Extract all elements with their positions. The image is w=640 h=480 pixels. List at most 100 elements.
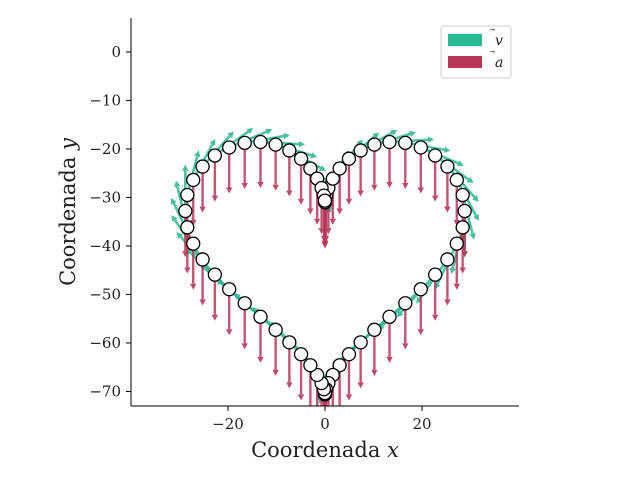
legend-swatch-acceleration [448, 56, 482, 68]
velocity-arrow-head [416, 296, 423, 304]
position-marker [180, 220, 195, 235]
velocity-arrow-head [182, 164, 189, 171]
position-marker [268, 137, 283, 152]
position-marker [282, 143, 297, 158]
position-marker [195, 252, 210, 267]
acceleration-arrow-head [453, 220, 460, 227]
velocity-arrow-head [194, 150, 201, 157]
position-marker [253, 309, 268, 324]
position-marker [325, 171, 340, 186]
acceleration-arrow-head [431, 314, 439, 321]
position-marker [353, 335, 368, 350]
acceleration-arrow-head [330, 415, 336, 421]
velocity-arrow-head [409, 130, 416, 138]
position-marker [207, 148, 223, 163]
y-tick-label: −70 [89, 382, 121, 400]
position-marker [237, 135, 252, 151]
acceleration-arrow-head [357, 382, 364, 389]
velocity-arrow-head [171, 215, 178, 222]
acceleration-arrow-head [241, 182, 248, 189]
x-ticks: −20 0 20 [212, 406, 432, 433]
position-marker [180, 187, 195, 203]
acceleration-arrow-head [272, 369, 279, 376]
acceleration-arrow-head [444, 299, 451, 306]
position-marker [413, 140, 428, 155]
position-markers [178, 134, 472, 402]
acceleration-arrow-head [190, 283, 197, 290]
velocity-arrow-head [246, 128, 254, 135]
position-marker [222, 282, 237, 297]
position-marker [440, 159, 455, 174]
position-marker [253, 134, 268, 150]
position-marker [310, 367, 325, 383]
position-marker [427, 267, 443, 282]
position-marker [341, 347, 357, 362]
velocity-arrow-head [469, 233, 476, 240]
velocity-arrow-head [176, 232, 183, 239]
acceleration-arrow-head [357, 190, 364, 197]
position-marker [222, 140, 237, 155]
position-marker [341, 151, 357, 166]
position-marker [440, 252, 455, 267]
acceleration-arrow-head [272, 184, 279, 191]
acceleration-arrow-head [417, 329, 425, 336]
acceleration-arrow-head [329, 218, 337, 225]
legend-swatch-velocity [448, 34, 482, 46]
position-marker [413, 282, 428, 297]
velocity-arrow-head [310, 152, 318, 159]
acceleration-arrow-head [371, 369, 378, 376]
position-marker [353, 143, 368, 158]
position-marker [186, 172, 201, 188]
acceleration-arrow-head [459, 267, 466, 274]
x-axis-label: Coordenada x [251, 438, 399, 462]
position-marker [427, 148, 443, 163]
velocity-arrow-head [298, 141, 305, 148]
position-marker [293, 347, 309, 362]
position-marker [382, 134, 397, 150]
acceleration-arrow-head [417, 187, 425, 194]
position-marker [367, 322, 382, 337]
position-marker [207, 267, 223, 282]
x-tick-label: 20 [412, 415, 431, 433]
position-marker [237, 296, 252, 311]
acceleration-arrow-head [313, 218, 321, 225]
position-marker [398, 135, 413, 151]
position-marker [186, 236, 201, 251]
acceleration-arrow-head [184, 235, 191, 242]
acceleration-arrow-head [211, 314, 219, 321]
legend-label-velocity: v [495, 33, 503, 49]
acceleration-arrow-head [386, 356, 393, 363]
velocity-arrow-head [319, 165, 326, 171]
y-tick-label: −30 [89, 188, 121, 206]
velocity-arrow-head [457, 160, 464, 167]
acceleration-arrow-head [257, 182, 264, 189]
y-tick-label: −10 [89, 91, 121, 109]
position-marker [332, 358, 347, 373]
x-tick-label: −20 [212, 415, 244, 433]
velocity-arrow-head [283, 132, 290, 140]
position-marker [317, 193, 333, 208]
position-marker [303, 358, 318, 373]
velocity-arrow-head [466, 176, 474, 183]
velocity-arrow-head [170, 197, 177, 205]
position-marker [293, 151, 309, 166]
position-marker [195, 159, 210, 174]
acceleration-arrow-head [321, 240, 329, 247]
plot-area [170, 128, 479, 421]
acceleration-arrow-head [386, 182, 393, 189]
velocity-arrow-head [443, 146, 451, 153]
acceleration-arrow-head [199, 299, 206, 306]
acceleration-arrow-head [241, 343, 248, 350]
position-marker [367, 137, 382, 152]
position-marker [178, 203, 193, 219]
velocity-arrow-head [372, 132, 380, 139]
acceleration-arrow-head [444, 206, 451, 213]
y-ticks: 0 −10 −20 −30 −40 −50 −60 −70 [89, 43, 131, 400]
acceleration-arrow-head [371, 184, 378, 191]
position-marker [332, 161, 347, 176]
acceleration-arrow-head [307, 208, 314, 215]
acceleration-arrow-head [225, 187, 233, 194]
y-tick-label: −40 [89, 237, 121, 255]
acceleration-arrow-head [225, 329, 233, 336]
